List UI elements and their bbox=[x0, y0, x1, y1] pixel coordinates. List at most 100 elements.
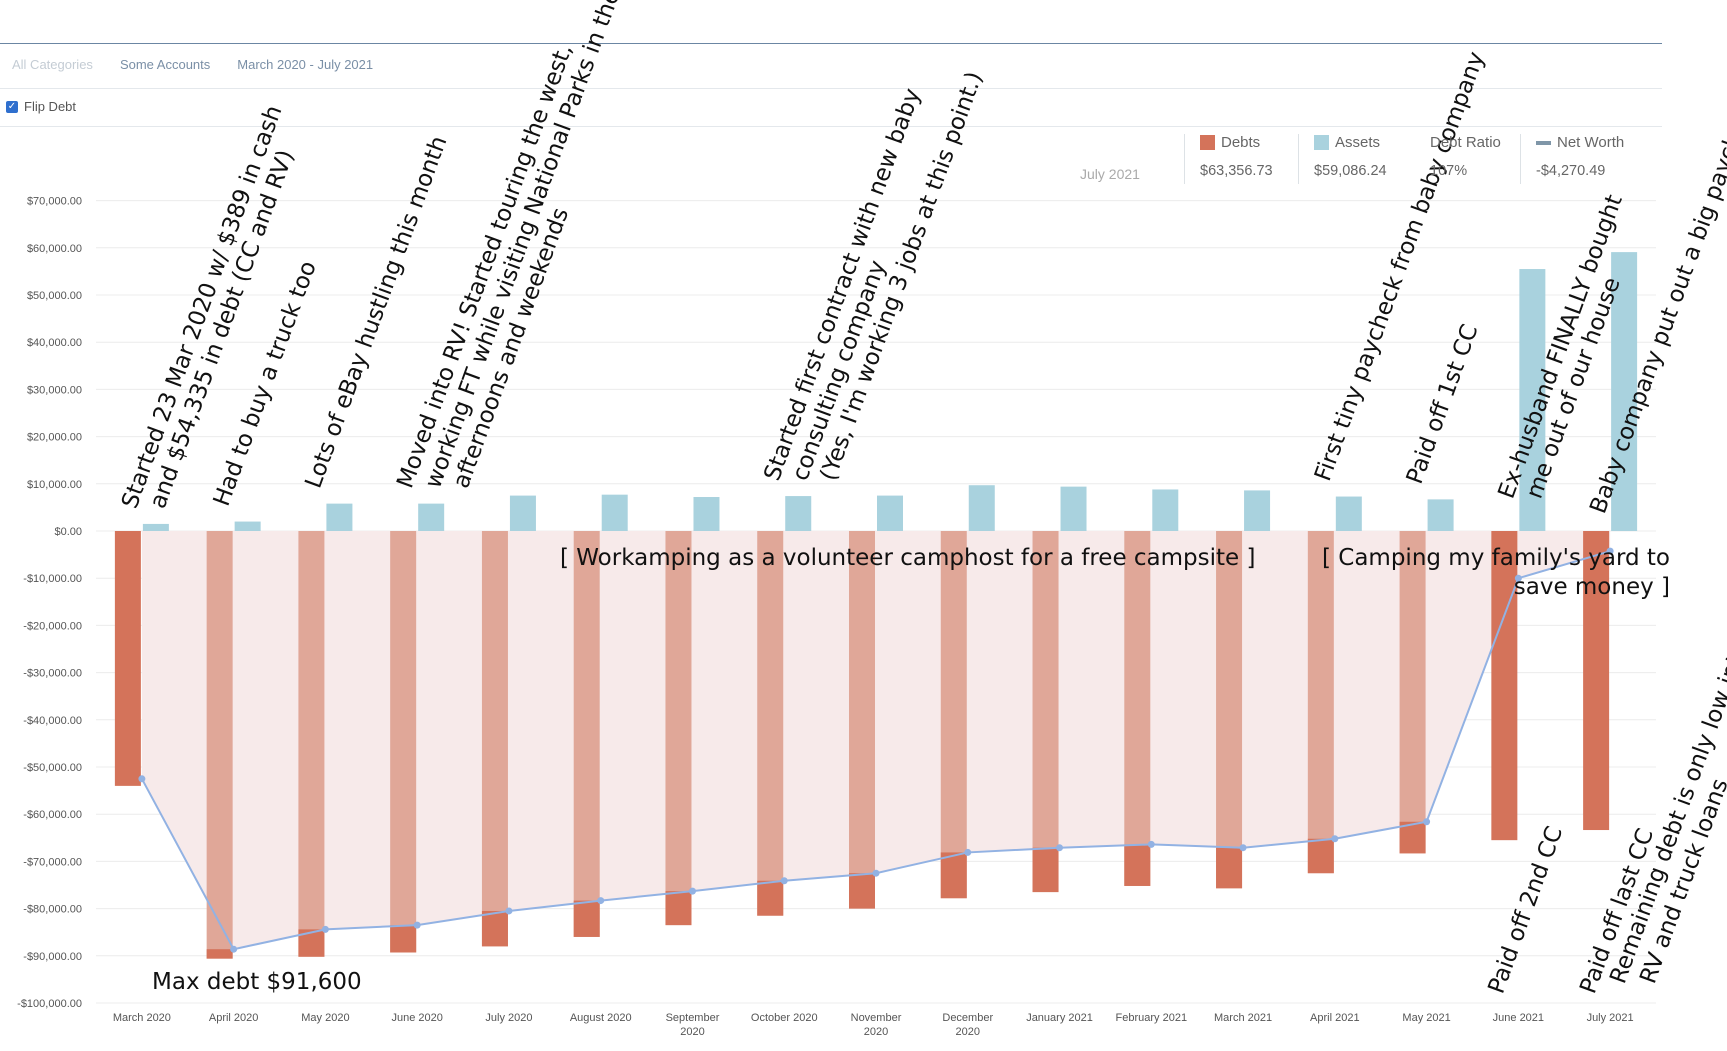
x-tick-label: May 2021 bbox=[1402, 1012, 1450, 1024]
legend-debts-value: $63,356.73 bbox=[1200, 163, 1273, 179]
x-tick-label: November bbox=[851, 1012, 902, 1024]
y-tick-label: $10,000.00 bbox=[27, 479, 82, 491]
x-tick-label: December bbox=[942, 1012, 993, 1024]
asset-bar bbox=[877, 495, 903, 531]
legend-month: July 2021 bbox=[1080, 166, 1140, 182]
x-tick-label: August 2020 bbox=[570, 1012, 632, 1024]
y-tick-label: $60,000.00 bbox=[27, 243, 82, 255]
y-tick-label: -$50,000.00 bbox=[23, 762, 82, 774]
y-tick-label: -$10,000.00 bbox=[23, 573, 82, 585]
debt-bar bbox=[481, 531, 508, 947]
legend-debts[interactable]: Debts $63,356.73 bbox=[1200, 134, 1273, 179]
legend-ratio-label: Debt Ratio bbox=[1430, 134, 1501, 151]
x-tick-label: February 2021 bbox=[1116, 1012, 1188, 1024]
asset-bar bbox=[968, 485, 995, 531]
net-worth-point bbox=[138, 775, 146, 783]
y-tick-label: $50,000.00 bbox=[27, 290, 82, 302]
x-tick-label: June 2020 bbox=[391, 1012, 442, 1024]
asset-bar bbox=[234, 521, 261, 531]
filter-divider bbox=[0, 88, 1662, 89]
debt-bar-tip bbox=[481, 910, 508, 947]
debt-bar-tip bbox=[665, 891, 692, 926]
net-worth-point bbox=[1239, 844, 1247, 852]
camping-note: save money ] bbox=[1514, 574, 1670, 600]
debt-bar bbox=[390, 531, 417, 953]
debt-bar bbox=[757, 531, 784, 916]
flip-debt-label: Flip Debt bbox=[24, 99, 77, 114]
debt-bar-tip bbox=[940, 852, 967, 899]
asset-bar bbox=[1519, 269, 1546, 531]
filter-date-range[interactable]: March 2020 - July 2021 bbox=[237, 57, 374, 72]
debt-bar bbox=[1124, 531, 1151, 886]
legend-debt-ratio: Debt Ratio 107% bbox=[1430, 134, 1501, 179]
x-tick-label: April 2021 bbox=[1310, 1012, 1360, 1024]
x-tick-label: October 2020 bbox=[751, 1012, 818, 1024]
annotation-text: First tiny paycheck from baby company bbox=[1310, 48, 1490, 484]
debt-bar bbox=[206, 531, 233, 959]
net-worth-point bbox=[1514, 574, 1522, 582]
asset-bar bbox=[785, 496, 812, 531]
net-worth-point bbox=[1056, 844, 1064, 852]
legend-assets[interactable]: Assets $59,086.24 bbox=[1314, 134, 1387, 179]
debt-bar bbox=[1399, 531, 1426, 854]
x-tick-label: September bbox=[666, 1012, 720, 1024]
x-tick-label: March 2021 bbox=[1214, 1012, 1272, 1024]
y-tick-label: -$100,000.00 bbox=[17, 998, 82, 1010]
asset-bar bbox=[601, 494, 628, 531]
checkbox-checked-icon[interactable]: ✓ bbox=[6, 100, 18, 113]
toolbar-divider bbox=[0, 126, 1662, 127]
legend-assets-label: Assets bbox=[1335, 134, 1381, 151]
debt-bar-tip bbox=[1216, 847, 1243, 889]
x-tick-label: May 2020 bbox=[301, 1012, 349, 1024]
debt-bar bbox=[940, 531, 967, 899]
x-tick-label: April 2020 bbox=[209, 1012, 259, 1024]
legend-debts-label: Debts bbox=[1221, 134, 1261, 151]
debt-bar bbox=[849, 531, 875, 909]
x-tick-label: 2020 bbox=[956, 1026, 980, 1038]
asset-bar bbox=[418, 503, 445, 531]
legend-divider bbox=[1298, 134, 1299, 184]
asset-bar bbox=[1152, 489, 1179, 531]
asset-bar bbox=[509, 495, 536, 531]
y-tick-label: $70,000.00 bbox=[27, 196, 82, 208]
annotation-text: Paid off 2nd CC bbox=[1484, 823, 1569, 997]
asset-bar bbox=[1335, 496, 1362, 531]
asset-bar bbox=[142, 523, 169, 531]
y-tick-label: -$60,000.00 bbox=[23, 809, 82, 821]
net-worth-point bbox=[780, 877, 788, 885]
debt-bar bbox=[114, 531, 141, 786]
workamping-note: [ Workamping as a volunteer camphost for… bbox=[560, 545, 1255, 571]
y-tick-label: -$20,000.00 bbox=[23, 620, 82, 632]
max-debt-note: Max debt $91,600 bbox=[152, 969, 362, 995]
annotation-text: Started 23 Mar 2020 w/ $389 in cash bbox=[117, 102, 287, 512]
debt-bar bbox=[1307, 531, 1334, 874]
net-worth-point bbox=[597, 897, 605, 905]
filter-accounts[interactable]: Some Accounts bbox=[119, 57, 211, 72]
header-rule bbox=[0, 43, 1662, 44]
x-tick-label: July 2021 bbox=[1587, 1012, 1634, 1024]
x-tick-label: January 2021 bbox=[1026, 1012, 1093, 1024]
net-worth-point bbox=[1147, 840, 1155, 848]
debt-bar bbox=[665, 531, 692, 926]
y-tick-label: -$80,000.00 bbox=[23, 904, 82, 916]
legend-networth-label: Net Worth bbox=[1557, 134, 1625, 151]
x-tick-label: June 2021 bbox=[1493, 1012, 1544, 1024]
legend-divider bbox=[1520, 134, 1521, 184]
flip-debt-toggle[interactable]: ✓ Flip Debt bbox=[6, 99, 76, 114]
filter-categories[interactable]: All Categories bbox=[12, 57, 93, 72]
legend-net-worth[interactable]: Net Worth -$4,270.49 bbox=[1536, 134, 1624, 179]
debt-bar-tip bbox=[390, 925, 417, 953]
x-tick-label: 2020 bbox=[864, 1026, 888, 1038]
net-worth-point bbox=[505, 907, 513, 915]
debts-swatch-icon bbox=[1200, 135, 1215, 150]
debt-bar bbox=[1216, 531, 1243, 889]
debt-bar-tip bbox=[1399, 821, 1426, 854]
net-worth-point bbox=[1606, 547, 1614, 555]
debt-bar bbox=[1032, 531, 1059, 893]
x-tick-label: July 2020 bbox=[485, 1012, 532, 1024]
debt-bar-tip bbox=[1124, 844, 1151, 886]
debt-bar-tip bbox=[757, 880, 784, 916]
debt-bar bbox=[573, 531, 600, 937]
debt-bar-tip bbox=[1307, 838, 1334, 874]
